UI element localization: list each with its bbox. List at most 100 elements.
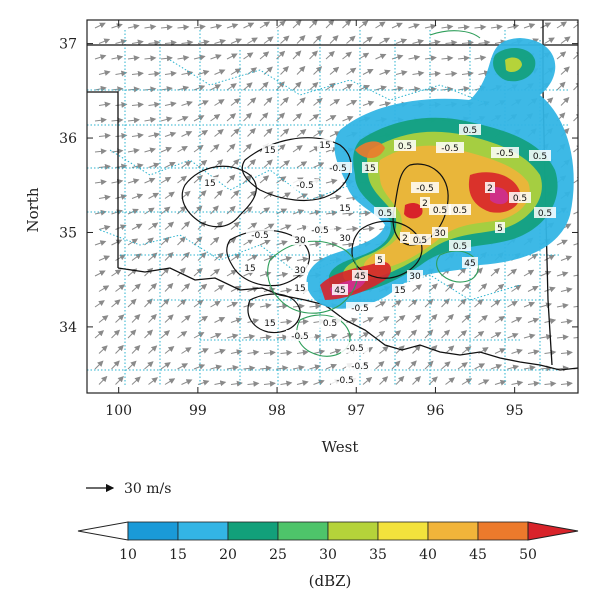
wind-arrow-icon xyxy=(375,330,386,339)
wind-arrow-icon xyxy=(523,23,536,29)
wind-arrow-icon xyxy=(560,380,573,387)
contour-label: -0.5 xyxy=(496,149,514,159)
wind-arrow-icon xyxy=(144,267,154,277)
wind-arrow-icon xyxy=(280,287,293,294)
wind-arrow-icon xyxy=(342,51,353,60)
contour-label-bg xyxy=(341,342,369,353)
contour-label-bg xyxy=(286,330,314,341)
wind-arrow-icon xyxy=(292,364,305,371)
wind-arrow-icon xyxy=(160,86,173,92)
x-tick-label: 100 xyxy=(105,403,132,419)
contour-label-bg xyxy=(242,262,258,273)
wind-arrow-icon xyxy=(226,333,239,340)
wind-arrow-icon xyxy=(214,252,224,261)
wind-arrow-icon xyxy=(94,54,107,61)
wind-arrow-icon xyxy=(309,241,322,248)
wind-arrow-icon xyxy=(573,305,578,308)
wind-arrow-icon xyxy=(379,316,390,323)
contour-label-bg xyxy=(420,197,430,208)
wind-arrow-icon xyxy=(164,131,177,138)
contour-label-bg xyxy=(291,179,319,190)
wind-arrow-icon xyxy=(412,70,425,77)
wind-arrow-icon xyxy=(247,222,258,230)
y-axis: 37 36 35 34 xyxy=(59,37,578,336)
wind-arrow-icon xyxy=(573,176,578,184)
wind-arrow-icon xyxy=(181,283,191,292)
wind-arrow-icon xyxy=(490,332,502,339)
wind-arrow-icon xyxy=(560,255,573,262)
contour-label-bg xyxy=(509,192,531,203)
wind-arrow-icon xyxy=(412,314,422,323)
wind-arrow-icon xyxy=(247,97,257,106)
wind-arrow-icon xyxy=(148,162,160,169)
contour-label-bg xyxy=(306,224,334,235)
wind-arrow-icon xyxy=(577,197,578,199)
wind-arrow-icon xyxy=(214,189,223,199)
wind-arrow-icon xyxy=(461,282,471,292)
wind-arrow-icon xyxy=(342,241,355,248)
wind-arrow-icon xyxy=(226,301,239,308)
wind-arrow-icon xyxy=(490,299,501,308)
wind-arrow-icon xyxy=(193,54,206,61)
wind-arrow-icon xyxy=(131,223,143,230)
wind-arrow-icon xyxy=(243,82,253,91)
wind-arrow-icon xyxy=(573,337,578,339)
wind-arrow-icon xyxy=(214,348,226,355)
wind-arrow-icon xyxy=(181,314,191,323)
contour-label: -0.5 xyxy=(346,344,364,354)
colorbar-tick-label: 25 xyxy=(269,547,287,563)
wind-arrow-icon xyxy=(474,363,486,370)
wind-arrow-icon xyxy=(577,228,578,230)
wind-arrow-icon xyxy=(375,361,385,370)
wind-arrow-icon xyxy=(111,117,124,124)
wind-arrow-icon xyxy=(226,113,237,122)
wind-arrow-icon xyxy=(160,298,170,308)
wind-arrow-icon xyxy=(98,70,111,76)
wind-arrow-icon xyxy=(412,39,425,45)
contour-label: 15 xyxy=(204,179,215,189)
wind-arrow-icon xyxy=(362,376,373,385)
wind-arrow-icon xyxy=(408,299,418,308)
wind-arrow-icon xyxy=(362,36,373,44)
colorbar: 10 15 20 25 30 35 40 45 50 xyxy=(77,521,579,563)
wind-arrow-icon xyxy=(210,114,221,122)
wind-arrow-icon xyxy=(280,349,293,356)
wind-arrow-icon xyxy=(243,333,256,340)
wind-arrow-icon xyxy=(259,112,269,122)
x-tick-label: 99 xyxy=(189,403,207,419)
wind-arrow-icon xyxy=(131,253,142,261)
contour-label: 2 xyxy=(422,199,428,209)
wind-arrow-icon xyxy=(280,96,289,106)
contour-label: 5 xyxy=(377,256,383,266)
contour-label: 0.5 xyxy=(433,206,447,216)
wind-arrow-icon xyxy=(160,362,171,370)
wind-arrow-icon xyxy=(111,178,124,185)
contour-label-bg xyxy=(292,282,308,293)
wind-arrow-icon xyxy=(115,375,124,385)
colorbar-tick-label: 20 xyxy=(219,547,237,563)
wind-arrow-icon xyxy=(148,132,161,139)
wind-arrow-icon xyxy=(280,65,289,75)
wind-arrow-icon xyxy=(148,345,158,354)
contour-label-bg xyxy=(262,317,278,328)
wind-arrow-icon xyxy=(247,380,260,387)
wind-arrow-icon xyxy=(197,190,207,199)
wind-arrow-icon xyxy=(424,360,434,370)
contour-label: 15 xyxy=(264,146,275,156)
wind-arrow-icon xyxy=(160,330,171,339)
contour-label-bg xyxy=(485,182,495,193)
wind-arrow-icon xyxy=(490,364,503,370)
wind-arrow-icon xyxy=(292,145,303,153)
contour-label-bg xyxy=(411,182,439,193)
wind-arrow-icon xyxy=(98,345,108,354)
wind-arrow-icon xyxy=(424,23,437,30)
wind-arrow-icon xyxy=(577,135,578,137)
wind-arrow-icon xyxy=(511,348,523,355)
wind-arrow-icon xyxy=(259,51,270,60)
x-tick-label: 97 xyxy=(347,403,365,419)
wind-arrow-icon xyxy=(296,161,308,168)
wind-arrow-icon xyxy=(441,55,454,62)
wind-arrow-icon xyxy=(193,205,203,215)
contour-label: 0.5 xyxy=(538,209,552,219)
wind-arrow-icon xyxy=(309,113,320,122)
